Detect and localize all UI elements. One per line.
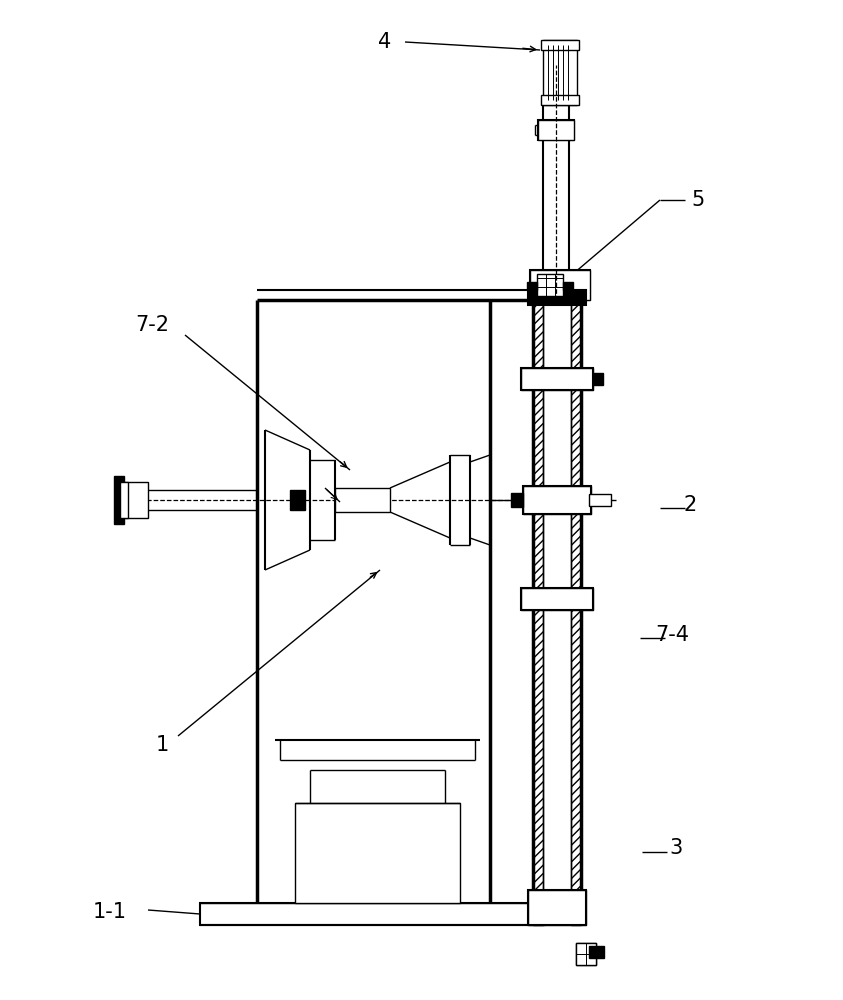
- Bar: [576, 943, 596, 965]
- Bar: [523, 486, 591, 514]
- Bar: [511, 493, 523, 507]
- Bar: [521, 368, 593, 390]
- Bar: [563, 282, 573, 290]
- Bar: [528, 890, 586, 925]
- Bar: [533, 300, 543, 925]
- Bar: [521, 588, 593, 610]
- Bar: [521, 368, 593, 390]
- Bar: [533, 300, 543, 925]
- Bar: [528, 890, 586, 925]
- Text: 3: 3: [669, 838, 683, 858]
- Bar: [528, 907, 586, 925]
- Text: 1-1: 1-1: [93, 902, 127, 922]
- Bar: [527, 282, 537, 290]
- Bar: [521, 588, 593, 610]
- Text: 5: 5: [691, 190, 705, 210]
- Bar: [571, 300, 581, 925]
- Bar: [521, 588, 593, 610]
- Bar: [523, 486, 591, 514]
- Bar: [541, 95, 579, 105]
- Bar: [589, 494, 611, 506]
- Bar: [538, 120, 574, 140]
- Bar: [114, 476, 124, 524]
- Bar: [543, 40, 577, 105]
- Text: 4: 4: [379, 32, 392, 52]
- Bar: [528, 290, 586, 305]
- Bar: [335, 488, 390, 512]
- Bar: [589, 946, 604, 958]
- Bar: [571, 300, 581, 925]
- Bar: [521, 368, 593, 390]
- Text: 7-4: 7-4: [655, 625, 689, 645]
- Bar: [537, 274, 563, 296]
- Bar: [576, 943, 596, 965]
- Bar: [530, 270, 590, 300]
- Bar: [530, 270, 590, 300]
- Text: 1: 1: [155, 735, 169, 755]
- Bar: [541, 40, 579, 50]
- Bar: [120, 482, 148, 518]
- Bar: [538, 120, 574, 140]
- Text: 2: 2: [684, 495, 696, 515]
- Bar: [120, 482, 128, 518]
- Bar: [523, 486, 591, 514]
- Bar: [533, 300, 581, 925]
- Text: 7-2: 7-2: [135, 315, 169, 335]
- Bar: [200, 903, 545, 925]
- Bar: [290, 490, 305, 510]
- Bar: [593, 373, 603, 385]
- Bar: [295, 803, 460, 903]
